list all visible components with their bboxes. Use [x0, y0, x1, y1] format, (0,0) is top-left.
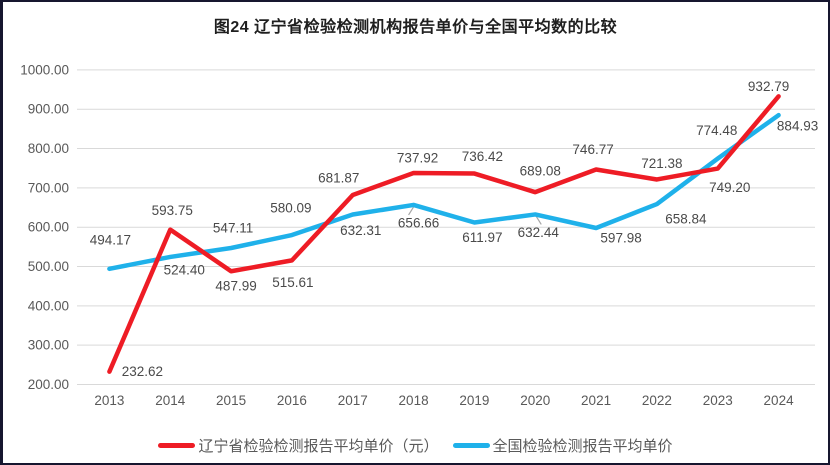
data-label-national: 656.66 [398, 215, 439, 230]
data-label-national: 547.11 [213, 220, 253, 235]
data-label-liaoning: 721.38 [641, 156, 682, 171]
data-label-liaoning: 737.92 [397, 150, 438, 165]
x-axis-tick-label: 2018 [399, 393, 429, 408]
data-label-national: 774.48 [696, 123, 737, 138]
x-axis-tick-label: 2016 [277, 393, 307, 408]
x-axis-tick-label: 2021 [581, 393, 611, 408]
y-axis-tick-label: 500.00 [28, 259, 69, 274]
data-label-national: 494.17 [90, 232, 131, 247]
line-chart: 1000.00 900.00 800.00 700.00 600.00 500.00 400… [20, 62, 818, 408]
y-axis-tick-label: 800.00 [28, 141, 69, 156]
x-axis-tick-label: 2020 [520, 393, 550, 408]
legend-swatch-liaoning [158, 443, 196, 448]
data-label-liaoning: 515.61 [272, 275, 313, 290]
data-label-national: 597.98 [600, 230, 641, 245]
data-label-national: 632.31 [340, 223, 381, 238]
x-axis-tick-label: 2019 [459, 393, 489, 408]
x-axis-tick-label: 2024 [764, 393, 795, 408]
legend-item-national: 全国检验检测报告平均单价 [452, 435, 673, 456]
y-axis-tick-label: 200.00 [28, 377, 69, 392]
y-axis-tick-label: 400.00 [28, 298, 69, 313]
label-leader-line [535, 216, 542, 225]
y-axis-tick-label: 300.00 [28, 338, 69, 353]
x-axis-tick-label: 2014 [155, 393, 186, 408]
data-label-liaoning: 681.87 [318, 171, 359, 186]
y-axis-tick-label: 600.00 [28, 220, 69, 235]
series-line-national [107, 112, 781, 272]
x-axis-tick-label: 2022 [642, 393, 672, 408]
legend-label-liaoning: 辽宁省检验检测报告平均单价（元） [198, 438, 439, 455]
x-axis-tick-label: 2017 [338, 393, 368, 408]
series-line-liaoning [107, 94, 781, 374]
legend-swatch-national [452, 443, 490, 448]
data-label-liaoning: 689.08 [520, 164, 561, 179]
data-label-liaoning: 746.77 [572, 142, 613, 157]
data-label-liaoning: 736.42 [462, 149, 503, 164]
data-label-liaoning: 932.79 [748, 79, 789, 94]
chart-legend: 辽宁省检验检测报告平均单价（元） 全国检验检测报告平均单价 [3, 435, 828, 456]
x-axis-tick-label: 2013 [94, 393, 124, 408]
legend-item-liaoning: 辽宁省检验检测报告平均单价（元） [158, 435, 439, 456]
data-label-national: 632.44 [518, 225, 560, 240]
y-axis-tick-label: 1000.00 [20, 62, 69, 77]
legend-label-national: 全国检验检测报告平均单价 [492, 438, 673, 455]
data-label-national: 611.97 [462, 230, 502, 245]
y-axis-tick-label: 700.00 [28, 180, 69, 195]
data-label-liaoning: 749.20 [709, 180, 750, 195]
data-label-national: 658.84 [665, 212, 707, 227]
y-axis-tick-label: 900.00 [28, 102, 69, 117]
x-axis-tick-label: 2015 [216, 393, 246, 408]
label-leader-line [408, 206, 415, 216]
data-label-national: 524.40 [164, 262, 205, 277]
data-label-national: 884.93 [777, 119, 818, 134]
x-axis-tick-label: 2023 [703, 393, 733, 408]
chart-title: 图24 辽宁省检验检测机构报告单价与全国平均数的比较 [213, 19, 618, 36]
data-label-national: 580.09 [270, 201, 311, 216]
data-label-liaoning: 593.75 [152, 203, 193, 218]
data-label-liaoning: 487.99 [215, 279, 256, 294]
data-label-liaoning: 232.62 [122, 364, 163, 379]
